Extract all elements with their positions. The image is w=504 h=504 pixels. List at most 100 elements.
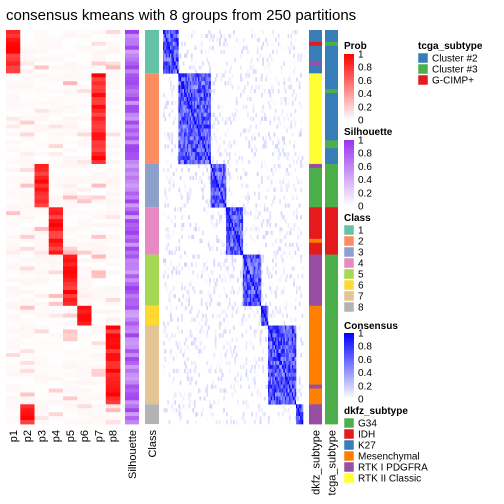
consensus-cell — [231, 73, 234, 78]
consensus-cell — [259, 341, 262, 346]
consensus-cell — [184, 89, 186, 94]
consensus-cell — [214, 167, 217, 173]
prob-cell — [91, 53, 107, 58]
prob-cell — [63, 195, 78, 200]
consensus-cell — [179, 96, 182, 102]
consensus-cell — [266, 325, 269, 330]
prob-cell — [63, 416, 78, 421]
consensus-cell — [192, 136, 195, 141]
consensus-cell — [185, 89, 188, 94]
consensus-cell — [206, 77, 209, 82]
consensus-cell — [191, 278, 193, 283]
consensus-cell — [179, 128, 182, 133]
consensus-cell — [228, 175, 231, 181]
consensus-cell — [205, 128, 207, 133]
dkfz-cell — [309, 400, 322, 405]
consensus-cell — [269, 116, 272, 121]
prob-cell — [6, 73, 21, 78]
prob-cell — [63, 329, 78, 334]
prob-cell — [34, 337, 50, 342]
consensus-cell — [270, 290, 273, 295]
prob-cell — [6, 30, 21, 35]
consensus-cell — [262, 104, 265, 110]
consensus-cell — [263, 207, 266, 212]
prob-cell — [63, 337, 78, 342]
consensus-cell — [224, 120, 227, 125]
consensus-cell — [167, 274, 169, 279]
silhouette-cell — [125, 132, 139, 137]
prob-cell — [77, 234, 92, 240]
consensus-cell — [242, 266, 245, 271]
chart-title: consensus kmeans with 8 groups from 250 … — [6, 7, 357, 24]
prob-cell — [6, 152, 21, 157]
consensus-cell — [172, 266, 175, 271]
prob-cell — [6, 132, 21, 137]
prob-cell — [48, 313, 64, 319]
consensus-cell — [179, 412, 182, 417]
consensus-cell — [179, 73, 182, 78]
dkfz-cell — [309, 144, 322, 149]
prob-cell — [77, 73, 92, 78]
consensus-cell — [301, 266, 304, 271]
consensus-cell — [172, 286, 175, 291]
prob-cell — [105, 156, 121, 161]
consensus-cell — [255, 297, 258, 303]
consensus-cell — [186, 100, 189, 106]
silhouette-cell — [125, 33, 139, 39]
consensus-cell — [270, 384, 273, 389]
consensus-cell — [199, 132, 202, 137]
consensus-cell — [280, 388, 283, 393]
consensus-cell — [265, 293, 267, 299]
consensus-cell — [203, 345, 206, 350]
consensus-cell — [248, 297, 251, 303]
prob-cell — [20, 53, 35, 58]
consensus-cell — [188, 89, 190, 94]
consensus-cell — [234, 223, 237, 228]
consensus-cell — [198, 321, 200, 326]
consensus-cell — [171, 53, 174, 58]
prob-cell — [63, 116, 78, 122]
prob-cell — [77, 183, 92, 188]
prob-cell — [91, 278, 107, 283]
consensus-cell — [189, 309, 192, 314]
silhouette-cell — [125, 317, 139, 322]
consensus-cell — [179, 270, 182, 275]
consensus-cell — [164, 282, 167, 287]
consensus-cell — [273, 396, 276, 401]
tcga-cell — [325, 278, 338, 283]
consensus-cell — [181, 156, 183, 161]
consensus-cell — [220, 191, 223, 196]
consensus-cell — [226, 41, 228, 47]
tcga-cell — [325, 53, 338, 58]
prob-cell — [48, 293, 64, 299]
prob-cell — [77, 262, 92, 267]
consensus-cell — [240, 73, 242, 78]
consensus-cell — [186, 89, 189, 94]
prob-cell — [77, 195, 92, 200]
consensus-cell — [181, 203, 183, 208]
consensus-cell — [269, 93, 272, 98]
consensus-cell — [202, 77, 204, 82]
dkfz-cell — [309, 37, 322, 43]
consensus-cell — [193, 65, 196, 70]
consensus-cell — [209, 282, 211, 287]
consensus-cell — [213, 33, 216, 39]
silhouette-cell — [125, 219, 139, 224]
consensus-cell — [205, 152, 207, 157]
consensus-cell — [284, 341, 287, 346]
consensus-cell — [258, 266, 260, 271]
consensus-cell — [163, 364, 165, 370]
consensus-cell — [168, 61, 171, 66]
consensus-cell — [200, 238, 203, 244]
consensus-cell — [163, 49, 165, 54]
consensus-cell — [280, 254, 283, 259]
consensus-cell — [287, 124, 290, 129]
consensus-cell — [179, 85, 182, 90]
consensus-cell — [198, 108, 200, 114]
consensus-cell — [300, 242, 302, 247]
consensus-cell — [268, 329, 270, 334]
prob-cell — [34, 69, 50, 74]
prob-cell — [105, 290, 121, 295]
tcga-cell — [325, 37, 338, 43]
consensus-cell — [279, 337, 281, 342]
